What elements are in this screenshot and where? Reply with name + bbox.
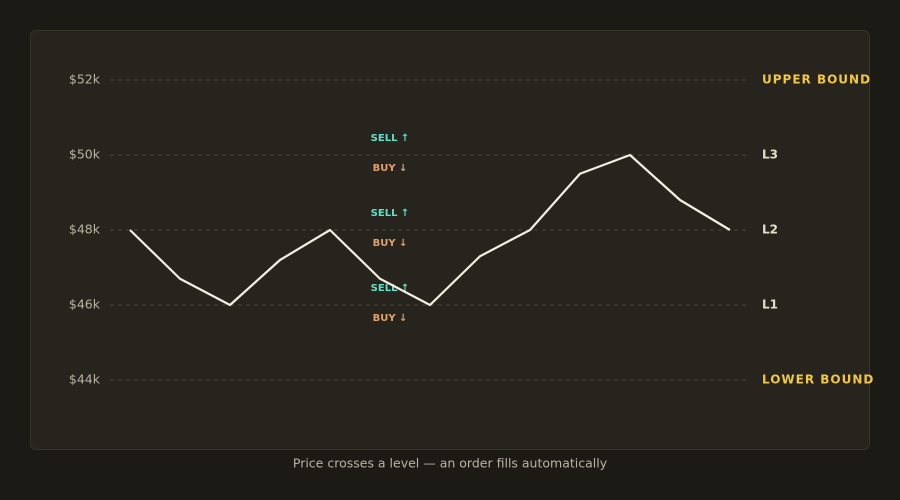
level-label: L2 [762,223,778,237]
y-tick-label: $52k [69,72,101,87]
level-label: L1 [762,298,778,312]
level-label: LOWER BOUND [762,373,874,387]
y-tick-label: $46k [69,297,101,312]
y-tick-label: $50k [69,147,101,162]
buy-label: BUY ↓ [373,163,408,174]
sell-label: SELL ↑ [371,133,410,144]
price-line [129,153,731,307]
buy-label: BUY ↓ [373,313,408,324]
sell-label: SELL ↑ [371,208,410,219]
sell-label: SELL ↑ [371,283,410,294]
level-label: UPPER BOUND [762,73,871,87]
y-tick-label: $48k [69,222,101,237]
y-tick-label: $44k [69,372,101,387]
level-label: L3 [762,148,778,162]
buy-label: BUY ↓ [373,238,408,249]
panel [30,30,870,450]
caption: Price crosses a level — an order fills a… [293,456,608,471]
